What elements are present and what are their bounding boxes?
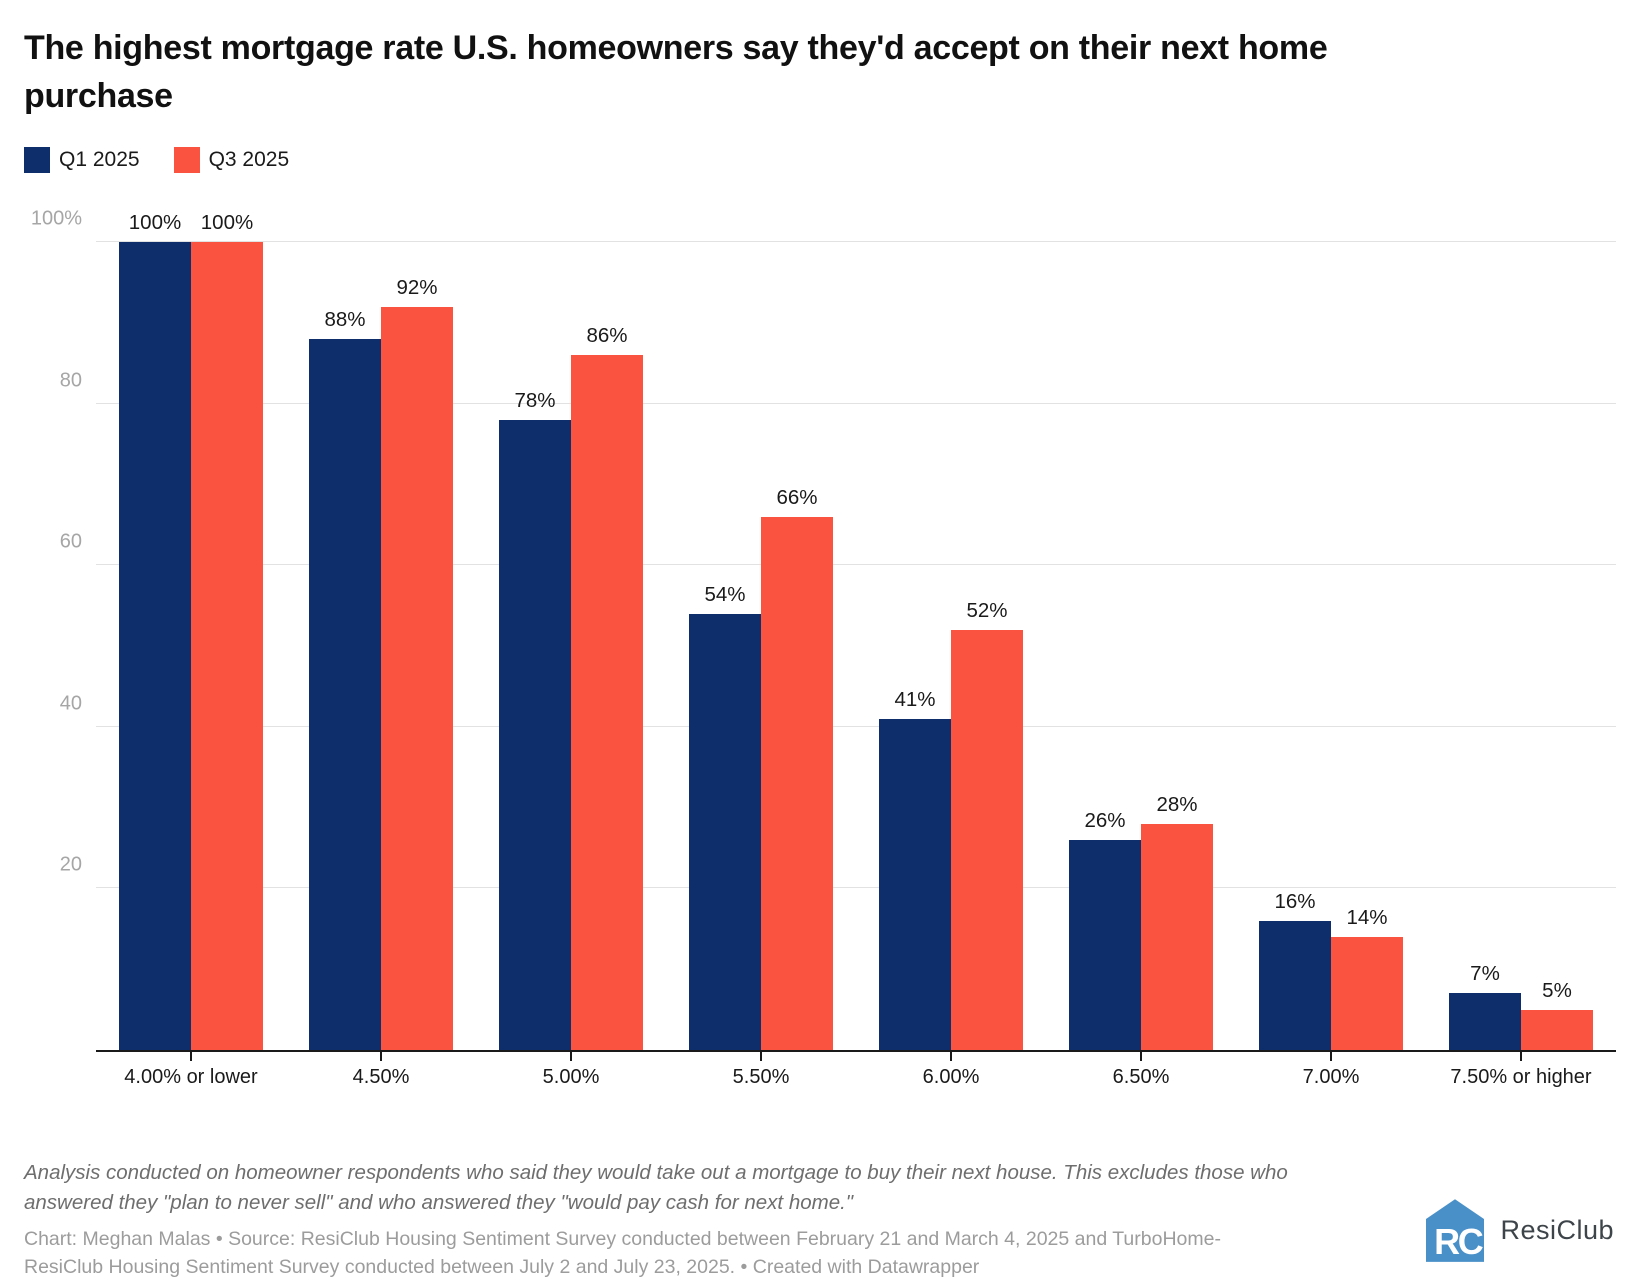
bar-value-label: 16%: [1274, 889, 1316, 913]
x-axis-label: 4.00% or lower: [124, 1066, 258, 1088]
x-axis-cell: 5.50%: [666, 1052, 856, 1089]
credit-line-2: ResiClub Housing Sentiment Survey conduc…: [24, 1255, 980, 1278]
bar-value-label: 14%: [1346, 905, 1388, 929]
bar-value-label: 92%: [396, 275, 438, 299]
bar-group: 54% 66%: [666, 242, 856, 1050]
bar-group: 100% 100%: [96, 211, 286, 1050]
bar-value-label: 5%: [1542, 978, 1572, 1002]
legend-item-q3-2025: Q3 2025: [173, 146, 290, 173]
bar-q1-2025[interactable]: 41%: [879, 688, 951, 1050]
bar-value-label: 100%: [128, 211, 182, 234]
bar-q3-2025[interactable]: 66%: [761, 486, 833, 1050]
y-axis-label-60: 60: [59, 530, 82, 553]
bar-q1-2025[interactable]: 100%: [119, 211, 191, 1050]
bar-q3-2025[interactable]: 14%: [1331, 906, 1403, 1050]
gridline-100: [96, 241, 1616, 242]
plot-area: 100% 80 60 40 20 100% 100% 88% 92% 78% 86% 54% 66% 41…: [31, 208, 1616, 1052]
x-axis-tick: [1140, 1052, 1142, 1061]
chart-title: The highest mortgage rate U.S. homeowner…: [24, 29, 1328, 116]
x-axis-tick: [950, 1052, 952, 1061]
x-axis-cell: 6.50%: [1046, 1052, 1236, 1089]
legend: Q1 2025 Q3 2025: [24, 146, 1616, 173]
bar-value-label: 41%: [894, 687, 936, 711]
bar-value-label: 26%: [1084, 808, 1126, 832]
bar-chart: 100% 80 60 40 20 100% 100% 88% 92% 78% 86% 54% 66% 41…: [24, 208, 1616, 1089]
x-axis: 4.00% or lower 4.50% 5.00% 5.50% 6.00% 6.50% 7…: [96, 1052, 1616, 1089]
bar-value-label: 100%: [200, 211, 254, 234]
bar-q3-2025[interactable]: 92%: [381, 276, 453, 1050]
bar-value-label: 86%: [586, 324, 628, 348]
bar-value-label: 66%: [776, 485, 818, 509]
bar-q3-2025[interactable]: 100%: [191, 211, 263, 1050]
x-axis-tick: [760, 1052, 762, 1061]
x-axis-cell: 7.50% or higher: [1426, 1052, 1616, 1089]
credit-line-1: Chart: Meghan Malas • Source: ResiClub H…: [24, 1228, 1221, 1250]
bar-value-label: 28%: [1156, 792, 1198, 816]
y-axis-label-20: 20: [59, 853, 82, 876]
x-axis-cell: 5.00%: [476, 1052, 666, 1089]
legend-swatch-q1-2025: [24, 146, 50, 173]
y-axis-label-40: 40: [59, 692, 82, 715]
bar-q1-2025[interactable]: 16%: [1259, 890, 1331, 1050]
legend-swatch-q3-2025: [173, 146, 200, 173]
gridline-80: [96, 402, 1616, 404]
x-axis-label: 5.00%: [542, 1066, 600, 1088]
bar-group: 7% 5%: [1426, 242, 1616, 1050]
bar-value-label: 78%: [514, 388, 556, 412]
x-axis-cell: 4.00% or lower: [96, 1052, 286, 1089]
bar-q1-2025[interactable]: 7%: [1449, 962, 1521, 1050]
bar-q1-2025[interactable]: 78%: [499, 389, 571, 1050]
bar-q1-2025[interactable]: 88%: [309, 308, 381, 1050]
gridline-40: [96, 725, 1616, 727]
y-axis-label-80: 80: [59, 369, 82, 392]
bar-q1-2025[interactable]: 54%: [689, 583, 761, 1050]
bar-group: 16% 14%: [1236, 242, 1426, 1050]
legend-item-q1-2025: Q1 2025: [24, 146, 140, 173]
bar-group: 26% 28%: [1046, 242, 1236, 1050]
x-axis-tick: [570, 1052, 572, 1061]
bar-q3-2025[interactable]: 86%: [571, 324, 643, 1050]
bar-value-label: 88%: [324, 307, 366, 331]
gridline-60: [96, 564, 1616, 566]
bar-group: 41% 52%: [856, 242, 1046, 1050]
resiclub-house-icon: RC: [1426, 1199, 1485, 1262]
x-axis-tick: [190, 1052, 192, 1061]
legend-label: Q1 2025: [59, 147, 140, 171]
x-axis-label: 7.00%: [1302, 1066, 1360, 1088]
x-axis-cell: 7.00%: [1236, 1052, 1426, 1089]
y-axis-label-100: 100%: [30, 207, 82, 230]
bar-value-label: 54%: [704, 582, 746, 606]
legend-label: Q3 2025: [208, 147, 290, 171]
bar-q1-2025[interactable]: 26%: [1069, 809, 1141, 1050]
resiclub-logo: RC ResiClub: [1426, 1198, 1614, 1262]
x-axis-cell: 4.50%: [286, 1052, 476, 1089]
chart-note: Analysis conducted on homeowner responde…: [24, 1161, 1288, 1214]
bar-value-label: 7%: [1470, 962, 1500, 986]
bar-group: 88% 92%: [286, 242, 476, 1050]
x-axis-tick: [1520, 1052, 1522, 1061]
bar-q3-2025[interactable]: 28%: [1141, 793, 1213, 1050]
x-axis-label: 7.50% or higher: [1450, 1066, 1592, 1088]
bar-q3-2025[interactable]: 5%: [1521, 979, 1593, 1050]
x-axis-label: 6.00%: [922, 1066, 980, 1088]
x-axis-cell: 6.00%: [856, 1052, 1046, 1089]
bar-groups: 100% 100% 88% 92% 78% 86% 54% 66% 41% 52% 26% 28% 16…: [96, 211, 1616, 1050]
x-axis-label: 5.50%: [732, 1066, 790, 1088]
x-axis-label: 4.50%: [352, 1066, 410, 1088]
gridline-20: [96, 887, 1616, 889]
x-axis-tick: [380, 1052, 382, 1061]
bar-value-label: 52%: [966, 598, 1008, 622]
resiclub-logo-text: ResiClub: [1500, 1214, 1614, 1245]
x-axis-tick: [1330, 1052, 1332, 1061]
bar-q3-2025[interactable]: 52%: [951, 599, 1023, 1050]
svg-text:RC: RC: [1435, 1221, 1484, 1262]
bar-group: 78% 86%: [476, 242, 666, 1050]
credit-line: Chart: Meghan Malas • Source: ResiClub H…: [24, 1226, 1354, 1281]
x-axis-label: 6.50%: [1112, 1066, 1170, 1088]
